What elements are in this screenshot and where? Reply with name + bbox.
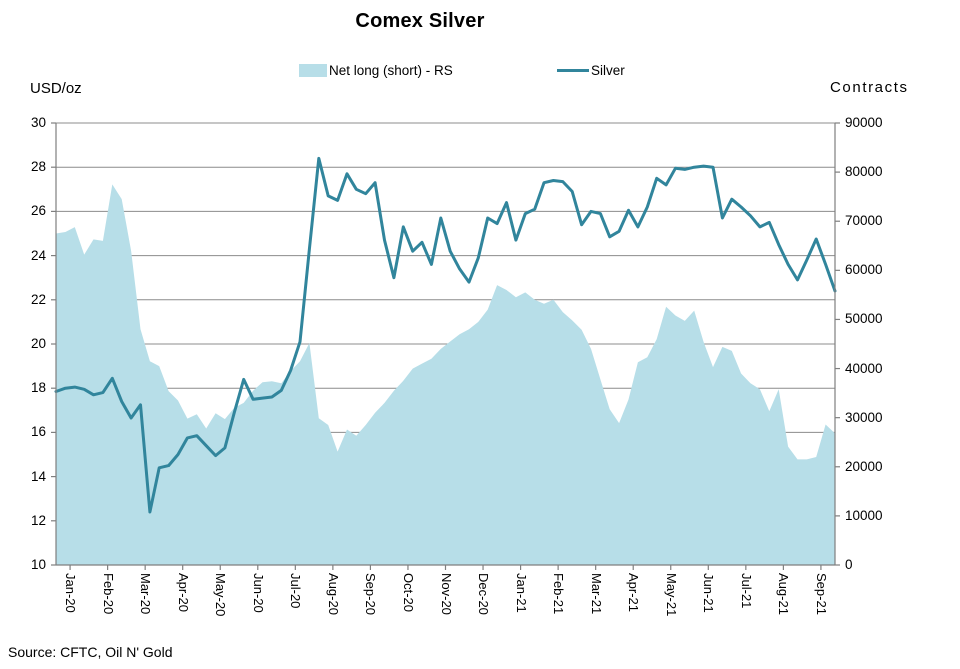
source-note: Source: CFTC, Oil N' Gold (8, 644, 173, 660)
right-axis-tick-label: 30000 (845, 409, 883, 425)
left-axis-tick-label: 20 (30, 336, 46, 351)
left-axis-title: USD/oz (30, 80, 82, 97)
legend-entry-silver: Silver (557, 63, 625, 78)
right-axis-tick-label: 50000 (845, 311, 883, 327)
left-axis-tick-label: 12 (30, 512, 46, 528)
x-axis-month-label: Jan-20 (63, 573, 79, 613)
line-legend-swatch-icon (557, 69, 589, 72)
net-long-area-series (56, 184, 835, 565)
x-axis-month-label: Aug-20 (325, 573, 341, 615)
left-axis-tick-label: 18 (30, 380, 46, 396)
x-axis-month-label: Sep-21 (813, 573, 829, 615)
left-axis-tick-label: 30 (30, 115, 46, 130)
right-axis-tick-label: 70000 (845, 213, 883, 229)
left-axis-tick-label: 10 (30, 557, 46, 572)
x-axis-month-label: Jul-20 (288, 573, 304, 609)
right-axis-tick-label: 90000 (845, 115, 883, 130)
left-axis-tick-label: 28 (30, 159, 46, 175)
right-axis-tick-label: 0 (845, 557, 853, 572)
right-axis-tick-label: 40000 (845, 360, 883, 376)
x-axis-month-label: May-21 (663, 573, 679, 617)
area-legend-swatch-icon (299, 64, 327, 77)
x-axis-month-label: Feb-20 (100, 573, 116, 615)
x-axis-month-label: Aug-21 (776, 573, 792, 615)
x-axis-month-label: Jan-21 (513, 573, 529, 613)
x-axis-month-label: Jun-20 (250, 573, 266, 613)
legend-label-silver: Silver (591, 63, 625, 78)
x-axis-month-label: Mar-20 (138, 573, 154, 615)
x-axis-month-label: Nov-20 (438, 573, 454, 615)
left-axis-tick-label: 22 (30, 291, 46, 307)
left-axis-tick-label: 16 (30, 424, 46, 440)
right-axis-tick-label: 10000 (845, 507, 883, 523)
x-axis-month-label: Apr-21 (626, 573, 642, 613)
right-axis-tick-label: 80000 (845, 164, 883, 180)
legend-entry-net-long: Net long (short) - RS (299, 63, 453, 78)
x-axis-month-label: May-20 (213, 573, 229, 617)
x-axis-month-label: Feb-21 (551, 573, 567, 615)
x-axis-month-label: Jul-21 (738, 573, 754, 609)
legend-label-net-long: Net long (short) - RS (329, 63, 453, 78)
left-axis-tick-label: 26 (30, 203, 46, 219)
x-axis-month-label: Sep-20 (363, 573, 379, 615)
left-axis-tick-label: 14 (30, 468, 46, 484)
x-axis-month-label: Apr-20 (175, 573, 191, 613)
x-axis-month-label: Oct-20 (400, 573, 416, 613)
right-axis-title: Contracts (830, 79, 909, 96)
chart-title: Comex Silver (355, 10, 485, 32)
left-axis-tick-label: 24 (30, 247, 46, 263)
right-axis-tick-label: 20000 (845, 458, 883, 474)
x-axis-month-label: Dec-20 (476, 573, 492, 615)
x-axis-month-label: Jun-21 (701, 573, 717, 613)
silver-price-line-series (54, 156, 837, 514)
right-axis-tick-label: 60000 (845, 262, 883, 278)
x-axis-month-label: Mar-21 (588, 573, 604, 615)
